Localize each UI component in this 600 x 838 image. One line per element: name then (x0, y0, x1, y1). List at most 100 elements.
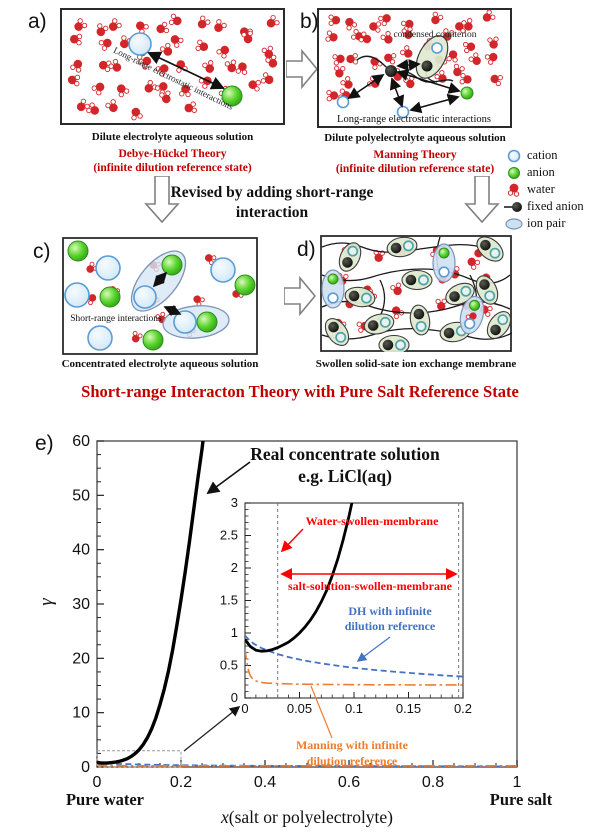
dh-label-1: DH with infinite (348, 604, 432, 618)
water-icon (265, 54, 278, 68)
cation-icon (395, 339, 406, 351)
water-icon (156, 21, 170, 34)
inset-y-tick-label: 0.5 (220, 658, 238, 673)
real-solution-arrow (206, 461, 251, 495)
x-tick-label: 0 (93, 774, 102, 791)
water-icon (261, 45, 274, 59)
fixed-anion-pair (378, 334, 410, 352)
water-icon (131, 331, 143, 343)
salt-solution-label: salt-solution-swollen-membrane (288, 579, 453, 593)
legend-item-anion: anion (504, 164, 584, 181)
panel-a-caption: Dilute electrolyte aqueous solution (91, 131, 254, 143)
water-icon (378, 14, 391, 27)
short-range-arrows (152, 271, 182, 317)
fixed-anion-icon (390, 242, 402, 254)
legend-item-water: water (504, 181, 584, 198)
cation-icon (484, 290, 496, 302)
revision-note: Revised by adding short-range interactio… (170, 184, 374, 221)
dh-arrow (356, 636, 391, 662)
water-icon (431, 11, 444, 25)
cation-icon (327, 292, 339, 304)
pure-salt-label: Pure salt (490, 790, 553, 809)
cation-icon (431, 42, 443, 54)
panel-e-letter: e) (35, 432, 54, 455)
water-swollen-arrow (280, 528, 304, 553)
block-arrow-down-icon (144, 176, 180, 224)
inset-x-tick-label: 0 (241, 701, 248, 716)
dh-label-2: dilution reference (345, 619, 436, 633)
water-icon (332, 54, 345, 66)
water-icon (108, 58, 122, 72)
inset-plot-frame (244, 502, 464, 699)
cation-icon (360, 292, 372, 304)
water-icon (350, 28, 364, 41)
water-icon (235, 62, 248, 75)
fixed-anion-icon (479, 279, 490, 290)
water-icon (260, 72, 274, 85)
anions (67, 240, 256, 351)
water-icon (435, 298, 447, 311)
water-icon (334, 65, 346, 78)
fixed-anion-icon (421, 60, 433, 72)
cation-icon (460, 285, 472, 297)
water-icon (399, 45, 413, 58)
cation-icon (347, 245, 359, 257)
water-icon (184, 101, 197, 113)
series-curve-inset-1 (245, 634, 463, 678)
water-icon (86, 102, 100, 115)
pure-water-label: Pure water (66, 790, 144, 809)
y-tick-label: 10 (72, 705, 90, 722)
water-icon (484, 52, 498, 65)
anion-icon (469, 299, 481, 311)
water-icon (459, 73, 472, 85)
water-icon (98, 38, 112, 51)
water-icon (70, 59, 83, 73)
cation-icon (438, 266, 450, 278)
water-icon (461, 18, 473, 31)
anion-icon (460, 86, 474, 100)
fixed-anion-icon (405, 274, 417, 286)
water-icon (74, 18, 88, 31)
water-icon (224, 59, 237, 73)
water-icon (369, 21, 382, 33)
cations (64, 255, 236, 351)
water-icon (390, 282, 402, 296)
water-icon (358, 31, 372, 44)
water-icon (116, 84, 130, 98)
y-tick-label: 60 (72, 433, 90, 450)
series-curve-inset-2 (245, 648, 463, 686)
legend-item-cation: cation (504, 147, 584, 164)
water-icon (105, 99, 118, 113)
fixed-anion-pair (386, 236, 418, 258)
series-curve-main-0 (97, 441, 205, 765)
fixed-anion-icon (348, 290, 360, 302)
fixed-anion-icon (490, 324, 501, 336)
panel-c-illustration: Short-range interactions (62, 237, 258, 355)
inset-y-tick-label: 3 (231, 495, 238, 510)
water-icon (462, 41, 476, 54)
panel-c-annotation: Short-range interactions (70, 314, 162, 324)
panel-b-theory: Manning Theory (infinite dilution refere… (335, 149, 495, 175)
legend-item-ion-pair: ion pair (504, 215, 584, 232)
fixed-anion-icon (504, 201, 522, 212)
water-icon (69, 33, 83, 46)
symbol-legend: cation anion water fixed anion ion pair (504, 147, 584, 232)
fixed-anion-pair (338, 242, 362, 272)
panel-b-illustration: condensed counterion Long-range electros… (317, 8, 512, 128)
water-icon (195, 39, 209, 52)
real-solution-label-1: Real concentrate solution (250, 444, 440, 464)
ion-pair (432, 243, 456, 283)
real-solution-label-2: e.g. LiCl(aq) (298, 466, 392, 486)
x-tick-label: 0.2 (170, 774, 192, 791)
anion-icon (221, 85, 243, 107)
water-icon (490, 74, 503, 87)
series-curve-inset-0 (245, 503, 354, 653)
inset-x-tick-label: 0.2 (454, 701, 472, 716)
cation-icon (402, 240, 414, 252)
cation-icon (379, 316, 391, 328)
cation-icon (507, 149, 521, 162)
anion-icon (508, 166, 520, 179)
inset-y-tick-label: 1 (231, 625, 238, 640)
panel-a-theory: Debye-Hückel Theory (infinite dilution r… (93, 148, 252, 174)
